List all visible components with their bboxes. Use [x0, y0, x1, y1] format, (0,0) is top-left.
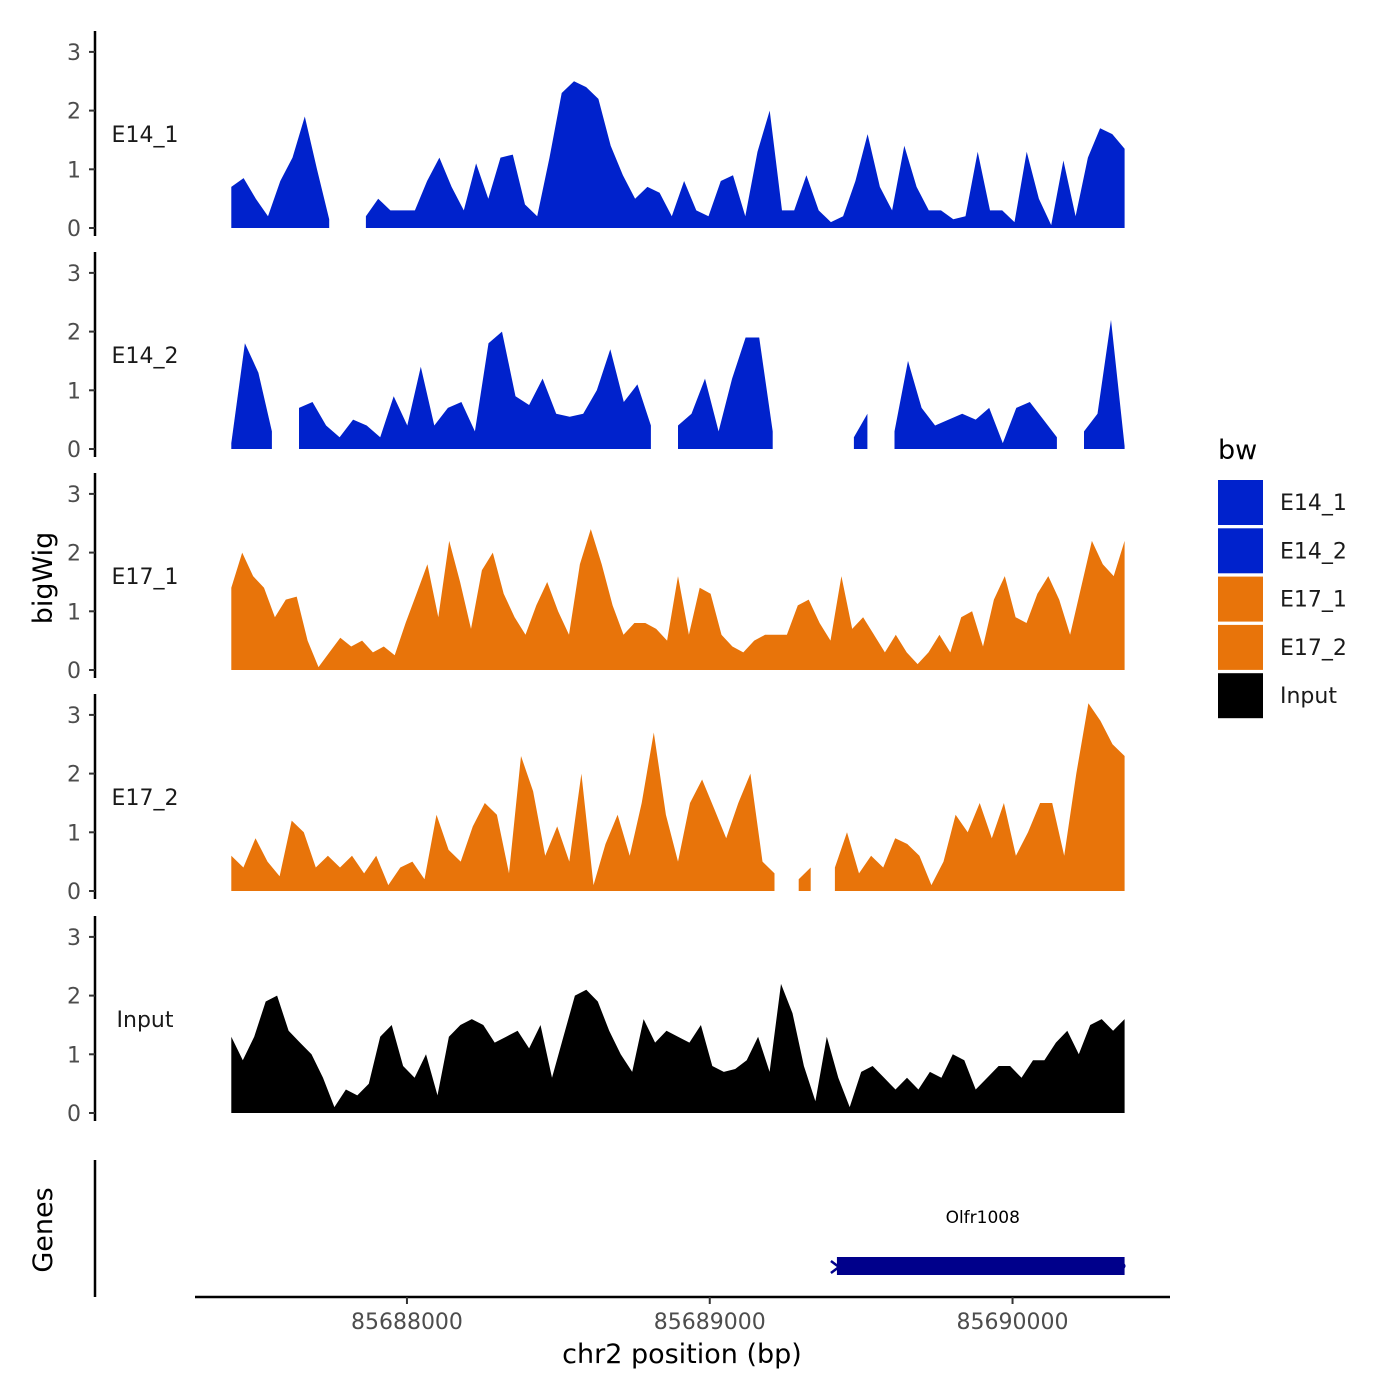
y-tick-label: 0 [67, 880, 81, 905]
legend-label: E14_2 [1280, 539, 1347, 564]
legend-title: bw [1218, 435, 1257, 466]
y-tick-label: 0 [67, 659, 81, 684]
legend-swatch-input [1218, 673, 1263, 719]
y-tick-label: 2 [67, 321, 81, 346]
y-tick-label: 1 [67, 821, 81, 846]
y-tick-label: 1 [67, 600, 81, 625]
legend-label: E17_1 [1280, 588, 1347, 613]
coverage-area-3 [834, 703, 1125, 891]
track-label: E14_1 [112, 123, 179, 148]
track-panel-input: 0 1 2 3 Input [67, 916, 1125, 1127]
coverage-area-1 [231, 983, 1125, 1113]
y-tick-label: 3 [67, 926, 81, 951]
coverage-area-2 [365, 81, 1125, 228]
track-panel-e17-1: 0 1 2 3 E17_1 [67, 473, 1125, 684]
track-label: E17_1 [112, 565, 179, 590]
x-tick-label: 85689000 [654, 1310, 766, 1335]
coverage-area-1 [231, 732, 775, 891]
y-tick-label: 3 [67, 704, 81, 729]
genes-track-label: Genes [28, 1187, 59, 1272]
legend-swatch-e14-2 [1218, 528, 1263, 574]
coverage-area-3 [678, 337, 773, 449]
y-axis-title: bigWig [28, 532, 59, 625]
track-label: E17_2 [112, 786, 179, 811]
y-tick-label: 2 [67, 763, 81, 788]
coverage-area-2 [798, 867, 811, 891]
coverage-area-4 [853, 413, 868, 449]
legend: bw E14_1 E14_2 E17_1 E17_2 Input [1218, 435, 1347, 719]
y-tick-label: 0 [67, 1102, 81, 1127]
y-tick-label: 0 [67, 438, 81, 463]
genes-track: Genes Olfr1008 [28, 1160, 1126, 1297]
track-panel-e14-2: 0 1 2 3 E14_2 [67, 252, 1125, 463]
x-axis-title: chr2 position (bp) [562, 1339, 802, 1370]
y-tick-label: 2 [67, 100, 81, 125]
track-panel-e14-1: 0 1 2 3 E14_1 [67, 31, 1125, 242]
y-tick-label: 0 [67, 217, 81, 242]
x-tick-label: 85690000 [957, 1310, 1069, 1335]
legend-label: Input [1280, 684, 1337, 709]
y-tick-label: 3 [67, 41, 81, 66]
y-tick-label: 2 [67, 985, 81, 1010]
track-label: E14_2 [112, 344, 179, 369]
x-tick-label: 85688000 [351, 1310, 463, 1335]
coverage-area-1 [231, 343, 272, 449]
coverage-area-6 [1084, 319, 1125, 449]
y-tick-label: 3 [67, 262, 81, 287]
gene-body [836, 1257, 1125, 1275]
legend-swatch-e17-2 [1218, 624, 1263, 670]
legend-swatch-e14-1 [1218, 480, 1263, 525]
y-tick-label: 1 [67, 158, 81, 183]
coverage-area-2 [299, 331, 651, 449]
y-tick-label: 1 [67, 1043, 81, 1068]
y-tick-label: 1 [67, 379, 81, 404]
y-tick-label: 2 [67, 542, 81, 567]
x-axis: 85688000 85689000 85690000 chr2 position (b… [195, 1295, 1170, 1370]
coverage-area-1 [231, 529, 1125, 670]
legend-swatch-e17-1 [1218, 576, 1263, 622]
gene-strand-arrow [830, 1260, 842, 1274]
gene-end-marker [1119, 1263, 1126, 1269]
y-tick-label: 3 [67, 483, 81, 508]
track-panel-e17-2: 0 1 2 3 E17_2 [67, 694, 1125, 905]
gene-label: Olfr1008 [946, 1208, 1020, 1228]
coverage-area-1 [231, 116, 330, 228]
track-label: Input [117, 1008, 174, 1033]
coverage-area-5 [894, 360, 1057, 449]
legend-label: E17_2 [1280, 636, 1347, 661]
legend-label: E14_1 [1280, 491, 1347, 516]
